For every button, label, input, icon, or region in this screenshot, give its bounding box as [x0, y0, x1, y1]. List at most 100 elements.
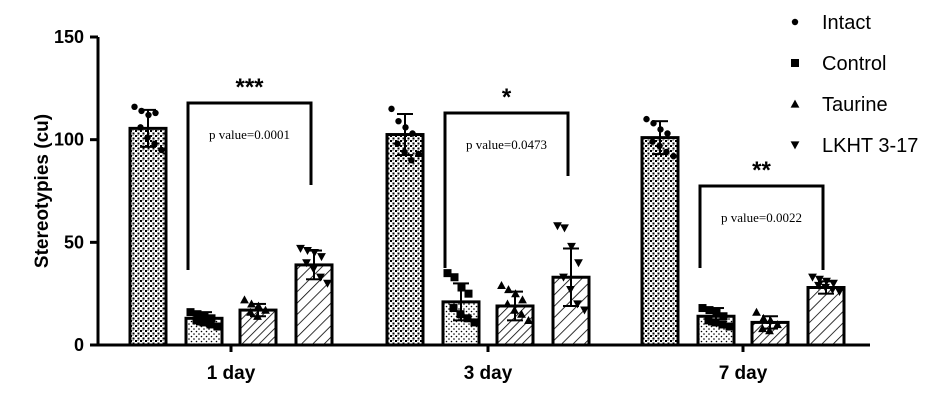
- y-tick-label: 50: [64, 232, 84, 252]
- bar: [640, 136, 680, 347]
- data-point: [773, 320, 782, 329]
- data-point: [199, 318, 208, 327]
- data-point: [766, 315, 775, 324]
- data-point: [254, 301, 263, 310]
- category-labels: 1 day 3 day 7 day: [207, 345, 768, 384]
- y-tick-label: 100: [54, 130, 84, 150]
- p-value-label: p value=0.0473: [466, 137, 547, 152]
- data-point: [497, 281, 506, 290]
- data-point: [463, 314, 472, 323]
- data-point: [566, 285, 575, 294]
- data-point: [828, 285, 837, 294]
- data-point: [759, 313, 768, 322]
- data-point: [316, 273, 325, 282]
- data-point: [151, 140, 158, 147]
- data-point: [193, 310, 202, 319]
- significance-annotations: *** p value=0.0001 * p value=0.0473 ** p valu…: [186, 74, 825, 270]
- data-point: [553, 222, 562, 231]
- legend-marker: [791, 59, 799, 67]
- data-point: [253, 311, 262, 320]
- data-point: [815, 275, 824, 284]
- data-point: [200, 312, 209, 321]
- data-point: [213, 322, 222, 331]
- data-point: [415, 150, 422, 158]
- significance-bracket: [443, 111, 570, 268]
- data-point: [131, 103, 138, 111]
- data-point: [712, 308, 721, 317]
- category-label: 3 day: [464, 363, 513, 384]
- data-point: [310, 249, 319, 257]
- data-point: [402, 124, 409, 131]
- data-point: [765, 326, 774, 335]
- significance-bracket: [186, 101, 313, 270]
- data-point: [443, 269, 452, 278]
- y-ticks: 0 50 100 150: [54, 27, 98, 355]
- data-point: [186, 308, 195, 317]
- data-point: [711, 318, 720, 327]
- legend-label: LKHT 3-17: [822, 135, 918, 157]
- data-point: [698, 304, 707, 313]
- data-point: [580, 306, 589, 315]
- data-point: [503, 299, 512, 308]
- data-point: [247, 299, 256, 308]
- legend-marker: [790, 141, 800, 150]
- significance-bracket: [698, 184, 825, 270]
- data-point: [207, 314, 216, 323]
- data-point: [656, 142, 663, 150]
- data-point: [670, 152, 677, 160]
- data-point: [643, 115, 650, 123]
- data-point: [573, 300, 582, 309]
- data-point: [464, 289, 473, 298]
- y-axis-label: Stereotypies (cu): [32, 114, 53, 268]
- data-point: [649, 138, 656, 145]
- data-point: [650, 120, 657, 127]
- legend-label: Control: [822, 53, 886, 75]
- data-point: [510, 305, 519, 314]
- data-point: [822, 277, 831, 286]
- data-point: [309, 265, 318, 274]
- data-point: [401, 148, 408, 156]
- data-point: [718, 320, 727, 329]
- data-point: [449, 304, 458, 313]
- data-point: [821, 283, 830, 292]
- data-point: [511, 289, 520, 298]
- data-point: [758, 324, 767, 333]
- data-point: [450, 273, 459, 282]
- data-point: [663, 148, 670, 156]
- data-point: [394, 140, 401, 147]
- data-point: [395, 117, 402, 125]
- data-point: [388, 105, 395, 113]
- y-tick-label: 150: [54, 27, 84, 47]
- bar: [806, 286, 846, 347]
- data-point: [567, 242, 576, 251]
- data-point: [725, 322, 734, 331]
- bar: [385, 133, 425, 347]
- data-point: [408, 157, 415, 164]
- data-point: [152, 109, 159, 117]
- data-point: [504, 285, 513, 294]
- data-point: [240, 295, 249, 304]
- data-points-layer: [131, 103, 844, 335]
- data-point: [261, 305, 270, 314]
- data-point: [704, 316, 713, 325]
- significance-stars: ***: [235, 74, 264, 101]
- data-point: [296, 244, 305, 253]
- p-value-label: p value=0.0001: [209, 127, 290, 142]
- y-tick-label: 0: [74, 335, 84, 355]
- p-value-label: p value=0.0022: [721, 210, 802, 225]
- data-point: [719, 312, 728, 321]
- legend-label: Taurine: [822, 94, 888, 116]
- data-point: [409, 130, 416, 137]
- category-label: 7 day: [719, 363, 768, 384]
- data-point: [317, 253, 326, 262]
- data-point: [574, 259, 583, 268]
- data-point: [158, 146, 165, 154]
- data-point: [302, 259, 311, 268]
- data-point: [137, 124, 144, 131]
- data-point: [808, 273, 817, 282]
- legend: Intact Control Taurine LKHT 3-17: [790, 12, 918, 157]
- significance-stars: *: [502, 84, 512, 111]
- data-point: [517, 309, 526, 318]
- legend-label: Intact: [822, 12, 871, 34]
